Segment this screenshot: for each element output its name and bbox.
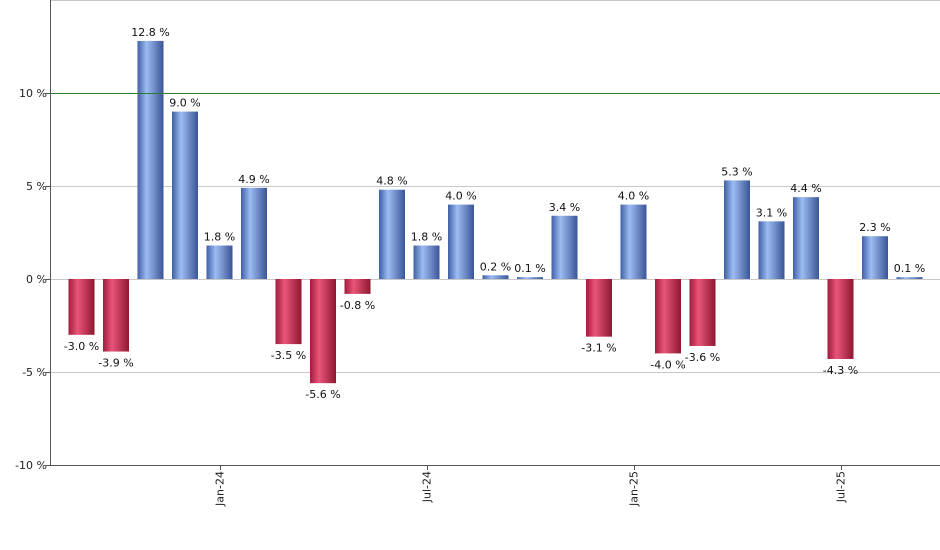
data-label: -3.5 % — [271, 349, 306, 362]
bar — [517, 277, 543, 279]
bar — [172, 111, 198, 279]
data-label: -3.0 % — [64, 340, 99, 353]
bar — [379, 189, 405, 279]
data-label: 4.0 % — [445, 190, 476, 203]
y-tick-label: 5 % — [26, 180, 47, 193]
bar-series — [68, 40, 923, 384]
data-label: 3.1 % — [756, 206, 787, 219]
data-label: -4.3 % — [823, 364, 858, 377]
bar — [827, 279, 854, 359]
x-tick-label: Jul-25 — [835, 471, 848, 503]
axes — [46, 0, 940, 470]
data-label: 4.0 % — [618, 190, 649, 203]
bar — [310, 279, 336, 384]
x-tick-labels: Jan-24 Jul-24 Jan-25 Jul-25 — [214, 471, 848, 507]
x-tick-label: Jul-24 — [421, 471, 434, 503]
data-label: 1.8 % — [204, 231, 235, 244]
data-label: -3.9 % — [98, 357, 133, 370]
data-label: 2.3 % — [859, 221, 890, 234]
bar — [103, 279, 129, 352]
bar — [413, 245, 440, 279]
data-label: -3.1 % — [581, 342, 616, 355]
data-label: 1.8 % — [411, 231, 442, 244]
bar — [724, 180, 750, 279]
y-tick-label: -5 % — [22, 366, 47, 379]
bar — [137, 40, 164, 279]
data-label: 12.8 % — [131, 26, 169, 39]
data-labels: -3.0 % -3.9 % 12.8 % 9.0 % 1.8 % 4.9 % -3.5 % -… — [64, 26, 925, 401]
data-label: -5.6 % — [305, 388, 340, 401]
bar — [344, 279, 371, 294]
data-label: 0.2 % — [480, 260, 511, 273]
x-tick-label: Jan-24 — [214, 471, 227, 507]
data-label: 5.3 % — [721, 165, 752, 178]
bar — [862, 236, 888, 279]
data-label: -3.6 % — [685, 351, 720, 364]
data-label: 4.8 % — [376, 175, 407, 188]
bar — [68, 279, 95, 335]
data-label: 4.9 % — [238, 173, 269, 186]
data-label: -0.8 % — [340, 299, 375, 312]
y-tick-labels: 10 % 5 % 0 % -5 % -10 % — [15, 87, 47, 472]
bar — [689, 279, 716, 346]
bar — [482, 275, 509, 279]
bar — [241, 187, 267, 279]
bar — [655, 279, 681, 354]
y-tick-label: 0 % — [26, 273, 47, 286]
bar — [206, 245, 233, 279]
y-tick-label: -10 % — [15, 459, 47, 472]
bar — [448, 204, 474, 279]
data-label: 0.1 % — [894, 262, 925, 275]
bar — [896, 277, 923, 279]
data-label: 4.4 % — [790, 182, 821, 195]
bar — [551, 215, 578, 279]
bar — [793, 197, 819, 279]
data-label: 9.0 % — [169, 97, 200, 110]
x-tick-label: Jan-25 — [628, 471, 641, 507]
data-label: 0.1 % — [514, 262, 545, 275]
data-label: 3.4 % — [549, 201, 580, 214]
bar — [586, 279, 612, 337]
bar — [620, 204, 647, 279]
bar — [758, 221, 785, 279]
y-tick-label: 10 % — [19, 87, 47, 100]
data-label: -4.0 % — [650, 358, 685, 371]
bar — [275, 279, 302, 345]
